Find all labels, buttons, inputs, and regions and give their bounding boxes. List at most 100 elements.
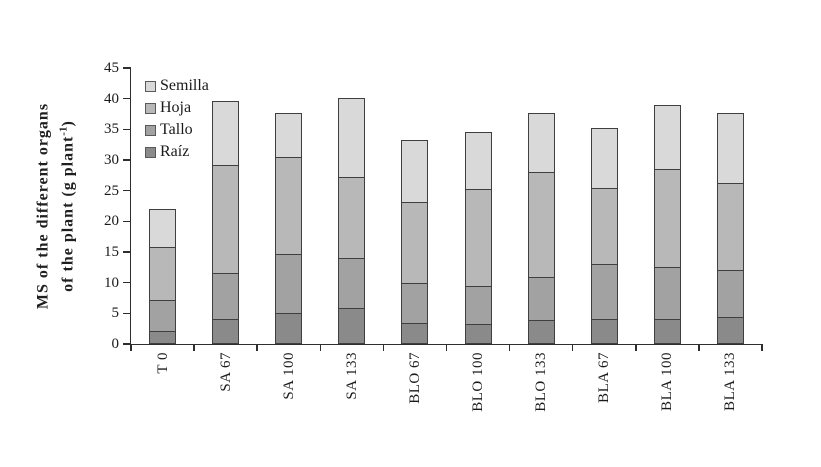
bar-segment-hoja-blo-100 bbox=[464, 189, 492, 287]
bar-segment-tallo-bla-67 bbox=[590, 263, 618, 319]
bar-segment-semilla-bla-100 bbox=[653, 104, 681, 170]
y-axis-tick bbox=[123, 343, 131, 345]
y-axis-tick bbox=[123, 251, 131, 253]
bar-segment-semilla-t-0 bbox=[149, 209, 177, 248]
x-axis-label-sa-100: SA 100 bbox=[280, 352, 297, 400]
y-axis-tick-label: 35 bbox=[104, 121, 119, 138]
bar-segment-semilla-blo-133 bbox=[527, 113, 555, 172]
y-axis-tick-label: 5 bbox=[111, 305, 120, 322]
x-axis-label-blo-100: BLO 100 bbox=[470, 352, 487, 412]
bar-segment-raíz-t-0 bbox=[149, 330, 177, 344]
bar-segment-tallo-t-0 bbox=[149, 299, 177, 331]
bar-segment-raíz-bla-67 bbox=[590, 318, 618, 344]
bar-bla-67 bbox=[590, 68, 618, 344]
y-axis-tick-label: 10 bbox=[104, 274, 119, 291]
bar-segment-hoja-blo-133 bbox=[527, 171, 555, 277]
legend-swatch-icon bbox=[145, 102, 156, 114]
bar-segment-semilla-blo-67 bbox=[401, 139, 429, 203]
bar-segment-tallo-blo-133 bbox=[527, 276, 555, 321]
legend-label: Semilla bbox=[160, 77, 209, 94]
bar-sa-133 bbox=[338, 68, 366, 344]
x-axis-tick bbox=[256, 344, 258, 351]
bar-blo-100 bbox=[464, 68, 492, 344]
bar-segment-raíz-bla-100 bbox=[653, 318, 681, 344]
x-axis-label-sa-133: SA 133 bbox=[343, 352, 360, 400]
bar-segment-raíz-blo-67 bbox=[401, 323, 429, 344]
bar-segment-tallo-sa-100 bbox=[275, 253, 303, 314]
bar-segment-hoja-t-0 bbox=[149, 247, 177, 300]
x-axis-label-sa-67: SA 67 bbox=[217, 352, 234, 392]
bar-segment-semilla-bla-133 bbox=[716, 113, 744, 184]
y-axis-tick-label: 25 bbox=[104, 182, 119, 199]
legend-item-raíz: Raíz bbox=[145, 141, 209, 163]
legend-item-semilla: Semilla bbox=[145, 75, 209, 97]
bar-bla-100 bbox=[653, 68, 681, 344]
bar-t-0 bbox=[149, 68, 177, 344]
y-axis-tick bbox=[123, 312, 131, 315]
legend-label: Tallo bbox=[160, 121, 193, 138]
x-axis-tick bbox=[193, 344, 195, 351]
bar-segment-raíz-sa-133 bbox=[338, 308, 366, 344]
y-axis-tick-label: 45 bbox=[104, 60, 119, 76]
bar-segment-hoja-bla-67 bbox=[590, 187, 618, 264]
y-axis-tick bbox=[123, 189, 131, 192]
y-axis-title: MS of the different organs of the plant … bbox=[33, 103, 78, 309]
bar-segment-raíz-blo-100 bbox=[464, 324, 492, 344]
legend: Semilla Hoja Tallo Raíz bbox=[145, 75, 209, 163]
x-axis-label-blo-67: BLO 67 bbox=[406, 352, 423, 404]
superscript-minus-one: -1 bbox=[57, 126, 70, 136]
bar-segment-hoja-bla-100 bbox=[653, 169, 681, 268]
bar-segment-tallo-blo-67 bbox=[401, 283, 429, 324]
y-axis-title-line1: MS of the different organs bbox=[34, 102, 52, 310]
bar-segment-hoja-bla-133 bbox=[716, 183, 744, 270]
y-axis-tick-label: 20 bbox=[104, 213, 119, 230]
bar-segment-tallo-sa-133 bbox=[338, 257, 366, 309]
bar-segment-raíz-sa-67 bbox=[212, 318, 240, 344]
x-axis-tick bbox=[319, 344, 322, 351]
x-axis-label-bla-100: BLA 100 bbox=[659, 352, 676, 411]
legend-label: Raíz bbox=[160, 143, 190, 160]
y-axis-tick bbox=[123, 67, 131, 69]
legend-label: Hoja bbox=[160, 99, 192, 116]
bar-segment-semilla-sa-133 bbox=[338, 98, 366, 178]
legend-item-tallo: Tallo bbox=[145, 119, 209, 141]
x-axis-label-blo-133: BLO 133 bbox=[533, 352, 550, 412]
legend-swatch-icon bbox=[145, 80, 156, 92]
y-axis-tick bbox=[123, 159, 131, 161]
bar-bla-133 bbox=[716, 68, 744, 344]
bar-segment-tallo-bla-100 bbox=[653, 267, 681, 319]
bar-segment-semilla-bla-67 bbox=[590, 127, 618, 188]
y-axis-tick-label: 0 bbox=[111, 336, 120, 352]
bar-segment-semilla-blo-100 bbox=[464, 132, 492, 190]
y-axis-tick bbox=[123, 220, 131, 223]
bar-segment-tallo-bla-133 bbox=[716, 269, 744, 318]
y-axis-tick bbox=[123, 281, 131, 284]
bar-segment-raíz-bla-133 bbox=[716, 317, 744, 344]
y-axis-tick bbox=[123, 97, 131, 100]
bar-segment-hoja-blo-67 bbox=[401, 202, 429, 284]
bar-segment-tallo-blo-100 bbox=[464, 286, 492, 325]
y-axis-tick-label: 30 bbox=[104, 152, 119, 168]
x-axis-tick bbox=[761, 344, 763, 351]
bar-segment-semilla-sa-67 bbox=[212, 100, 240, 165]
legend-item-hoja: Hoja bbox=[145, 97, 209, 119]
y-axis-tick-label: 15 bbox=[104, 244, 119, 260]
bar-segment-raíz-sa-100 bbox=[275, 313, 303, 344]
y-axis-title-line2: of the plant (g plant-1) bbox=[57, 120, 77, 292]
bar-sa-100 bbox=[275, 68, 303, 344]
bar-blo-67 bbox=[401, 68, 429, 344]
y-axis-tick-label: 40 bbox=[104, 90, 119, 107]
x-axis-label-bla-133: BLA 133 bbox=[722, 352, 739, 411]
bar-segment-raíz-blo-133 bbox=[527, 320, 555, 344]
x-axis-label-bla-67: BLA 67 bbox=[596, 352, 613, 403]
x-axis-tick bbox=[382, 344, 385, 351]
x-axis-tick bbox=[698, 344, 700, 351]
legend-swatch-icon bbox=[145, 124, 156, 136]
x-axis-tick bbox=[445, 344, 448, 351]
plot-area: Semilla Hoja Tallo Raíz 0 5 10 15 20 25 30 35 40 45 T… bbox=[104, 60, 763, 412]
legend-swatch-icon bbox=[145, 146, 156, 158]
bar-blo-133 bbox=[527, 68, 555, 344]
bar-segment-tallo-sa-67 bbox=[212, 273, 240, 319]
x-axis-label-t-0: T 0 bbox=[154, 352, 171, 374]
